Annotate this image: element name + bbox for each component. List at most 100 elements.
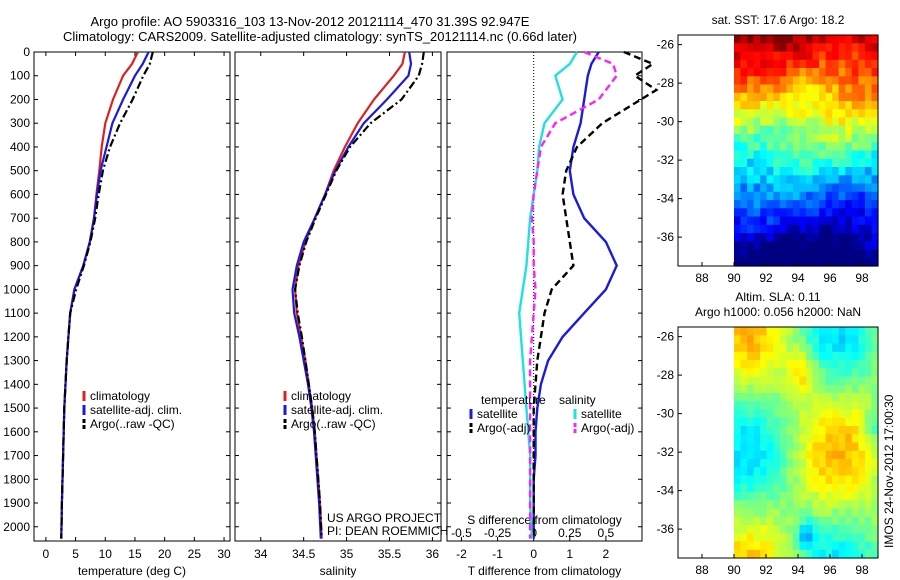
x-tick-label: 96 bbox=[823, 563, 837, 577]
x-tick-label: 98 bbox=[855, 271, 869, 285]
x-tick-label: 98 bbox=[855, 563, 869, 577]
top-axis-tick-label: -0.5 bbox=[451, 526, 472, 540]
series-line bbox=[517, 51, 579, 539]
x-tick-label: 35.5 bbox=[378, 547, 402, 561]
y-tick-label: 0 bbox=[23, 45, 30, 59]
top-axis-tick-label: 0.25 bbox=[558, 526, 582, 540]
y-tick-label: -28 bbox=[657, 368, 675, 382]
y-tick-label: 1000 bbox=[3, 282, 30, 296]
panel-salinity: 34 34.5 35 35.5 36 salinity climatologysatelli… bbox=[234, 51, 448, 578]
y-tick-label: 500 bbox=[10, 164, 30, 178]
series-line bbox=[532, 51, 619, 539]
x-tick-label: 92 bbox=[759, 563, 773, 577]
y-tick-label: 1300 bbox=[3, 354, 30, 368]
x-tick-label: 2 bbox=[603, 547, 610, 561]
y-tick-label: -30 bbox=[657, 115, 675, 129]
x-tick-label: 94 bbox=[791, 563, 805, 577]
panel-sst_map: 88 90 92 94 96 98 -26 -28 -30 -32 -34 -36 bbox=[657, 34, 879, 285]
y-tick-label: 700 bbox=[10, 211, 30, 225]
plot-frame bbox=[33, 51, 231, 542]
y-tick-label: 400 bbox=[10, 140, 30, 154]
map-cells bbox=[734, 327, 879, 559]
plot-frame bbox=[234, 51, 442, 542]
x-tick-label: 90 bbox=[727, 563, 741, 577]
x-tick-label: 30 bbox=[217, 547, 231, 561]
y-tick-label: 900 bbox=[10, 259, 30, 273]
y-tick-label: 300 bbox=[10, 116, 30, 130]
map-frame bbox=[677, 34, 879, 267]
figure-title-line2: Climatology: CARS2009. Satellite-adjuste… bbox=[62, 29, 577, 44]
y-tick-label: 600 bbox=[10, 187, 30, 201]
x-axis-label: T difference from climatology bbox=[468, 564, 622, 578]
y-tick-label: -32 bbox=[657, 153, 675, 167]
legend-label: Argo(..raw -QC) bbox=[291, 417, 376, 431]
y-tick-label: -26 bbox=[657, 330, 675, 344]
y-tick-label: 100 bbox=[10, 69, 30, 83]
x-tick-label: 90 bbox=[727, 271, 741, 285]
panel-difference: -2 -1 0 1 2-0.5 -0.25 0 0.25 0.5S difference fro… bbox=[446, 50, 659, 578]
x-tick-label: 1 bbox=[566, 547, 573, 561]
legend-label: Argo(-adj) bbox=[477, 421, 530, 435]
legend-title: temperature bbox=[481, 393, 546, 407]
series-line bbox=[293, 51, 425, 539]
legend-title: salinity bbox=[559, 393, 596, 407]
legend-label: Argo(..raw -QC) bbox=[90, 417, 175, 431]
legend-label: satellite bbox=[581, 407, 622, 421]
top-axis-tick-label: 0.5 bbox=[598, 526, 615, 540]
legend-label: satellite-adj. clim. bbox=[291, 403, 383, 417]
y-tick-label: 800 bbox=[10, 235, 30, 249]
x-tick-label: 15 bbox=[128, 547, 142, 561]
y-tick-label: -26 bbox=[657, 38, 675, 52]
x-axis-label: salinity bbox=[320, 564, 357, 578]
x-tick-label: 88 bbox=[695, 271, 709, 285]
y-tick-label: -32 bbox=[657, 445, 675, 459]
annotation-text: PI: DEAN ROEMMICH bbox=[327, 524, 448, 538]
panel-sla_map: 88 90 92 94 96 98 -26 -28 -30 -32 -34 -36 bbox=[657, 326, 879, 577]
panel-temperature: 0100200300400500600700800900100011001200… bbox=[3, 45, 231, 578]
legend-label: Argo(-adj) bbox=[581, 421, 634, 435]
x-tick-label: 0 bbox=[530, 547, 537, 561]
figure-title-line1: Argo profile: AO 5903316_103 13-Nov-2012… bbox=[90, 14, 530, 29]
y-tick-label: -36 bbox=[657, 230, 675, 244]
y-tick-label: 1100 bbox=[4, 306, 30, 320]
x-tick-label: 5 bbox=[72, 547, 79, 561]
y-tick-label: -36 bbox=[657, 522, 675, 536]
x-tick-label: 34 bbox=[254, 547, 268, 561]
legend-label: satellite bbox=[477, 407, 518, 421]
y-tick-label: 1400 bbox=[3, 377, 30, 391]
x-tick-label: 88 bbox=[695, 563, 709, 577]
y-tick-label: 200 bbox=[10, 92, 30, 106]
y-tick-label: 1600 bbox=[3, 425, 30, 439]
legend-label: climatology bbox=[90, 389, 150, 403]
map-title: sat. SST: 17.6 Argo: 18.2 bbox=[712, 13, 845, 27]
series-line bbox=[532, 50, 659, 539]
x-tick-label: 92 bbox=[759, 271, 773, 285]
x-tick-label: 10 bbox=[99, 547, 113, 561]
y-tick-label: 1800 bbox=[3, 472, 30, 486]
side-label: IMOS 24-Nov-2012 17:00:30 bbox=[882, 394, 896, 548]
x-tick-label: -2 bbox=[456, 547, 467, 561]
y-tick-label: 1200 bbox=[3, 330, 30, 344]
legend-label: satellite-adj. clim. bbox=[90, 403, 182, 417]
y-tick-label: 2000 bbox=[3, 520, 30, 534]
x-tick-label: 96 bbox=[823, 271, 837, 285]
x-tick-label: 94 bbox=[791, 271, 805, 285]
legend-label: climatology bbox=[291, 389, 351, 403]
x-tick-label: 20 bbox=[158, 547, 172, 561]
y-tick-label: 1900 bbox=[3, 496, 30, 510]
y-tick-label: 1500 bbox=[3, 401, 30, 415]
y-tick-label: -34 bbox=[657, 484, 675, 498]
map-title: Argo h1000: 0.056 h2000: NaN bbox=[695, 305, 861, 319]
x-tick-label: 35 bbox=[340, 547, 354, 561]
top-axis-label: S difference from climatology bbox=[467, 513, 622, 527]
series-line bbox=[60, 51, 154, 539]
x-tick-label: 25 bbox=[188, 547, 202, 561]
y-tick-label: 1700 bbox=[3, 449, 30, 463]
x-tick-label: 36 bbox=[426, 547, 440, 561]
map-title: Altim. SLA: 0.11 bbox=[735, 290, 820, 304]
x-tick-label: 0 bbox=[43, 547, 50, 561]
top-axis-tick-label: -0.25 bbox=[484, 526, 512, 540]
x-axis-label: temperature (deg C) bbox=[78, 564, 186, 578]
map-frame bbox=[677, 326, 879, 559]
